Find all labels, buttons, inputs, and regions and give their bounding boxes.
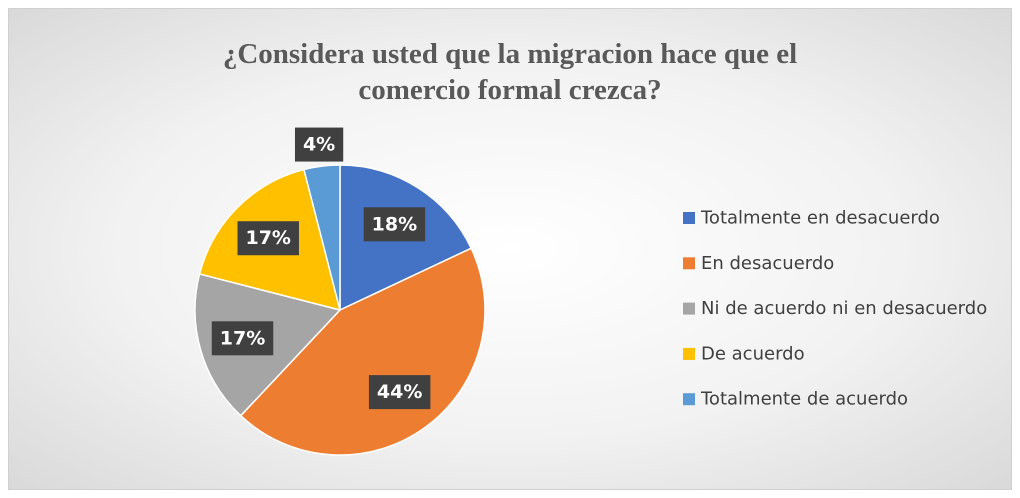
legend-swatch	[683, 302, 695, 315]
data-label: 4%	[294, 127, 344, 162]
data-label-box	[211, 321, 274, 356]
data-label: 44%	[368, 375, 431, 410]
data-label-box	[237, 221, 299, 256]
data-label-box	[368, 375, 431, 410]
pie-slice	[303, 164, 341, 311]
legend-swatch	[683, 347, 695, 360]
data-label-box	[294, 127, 344, 162]
data-label: 17%	[211, 321, 274, 356]
data-label-text: 4%	[303, 134, 335, 156]
data-label-text: 44%	[377, 381, 422, 403]
chart-area	[8, 8, 1012, 490]
chart-title: ¿Considera usted que la migracion hace q…	[222, 38, 798, 106]
data-label: 17%	[237, 221, 299, 256]
legend-label: Ni de acuerdo ni en desacuerdo	[701, 298, 987, 319]
data-label: 18%	[363, 207, 426, 242]
legend-label: En desacuerdo	[701, 253, 834, 274]
data-label-box	[363, 207, 426, 242]
legend-swatch	[683, 393, 695, 406]
legend-label: Totalmente de acuerdo	[700, 389, 908, 410]
legend-swatch	[683, 257, 695, 270]
legend-label: Totalmente en desacuerdo	[700, 208, 940, 229]
data-label-text: 17%	[220, 327, 265, 349]
legend-swatch	[683, 212, 695, 224]
legend-label: De acuerdo	[701, 343, 805, 364]
data-label-text: 18%	[372, 213, 417, 235]
data-label-text: 17%	[245, 227, 290, 249]
